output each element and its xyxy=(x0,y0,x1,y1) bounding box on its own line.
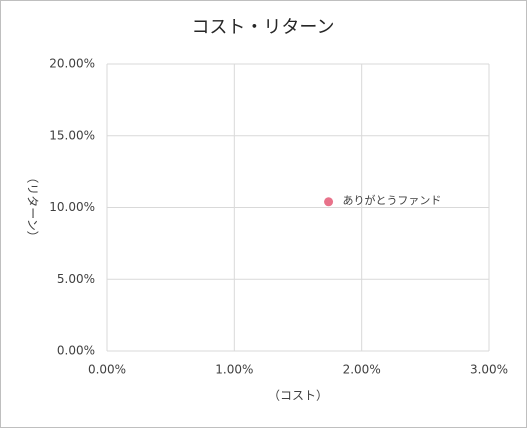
point-label: ありがとうファンド xyxy=(343,193,442,207)
y-tick-label: 0.00% xyxy=(57,344,95,358)
y-tick-label: 15.00% xyxy=(49,128,95,142)
x-tick-label: 0.00% xyxy=(88,363,126,377)
y-tick-label: 20.00% xyxy=(49,57,95,71)
y-axis-label: （リターン） xyxy=(26,171,40,242)
x-tick-label: 1.00% xyxy=(215,363,253,377)
x-tick-label: 3.00% xyxy=(470,363,508,377)
y-tick-label: 10.00% xyxy=(49,200,95,214)
y-tick-label: 5.00% xyxy=(57,272,95,286)
chart-title: コスト・リターン xyxy=(191,17,334,38)
x-axis-label: （コスト） xyxy=(268,389,328,403)
scatter-point xyxy=(324,197,334,207)
x-tick-label: 2.00% xyxy=(343,363,381,377)
